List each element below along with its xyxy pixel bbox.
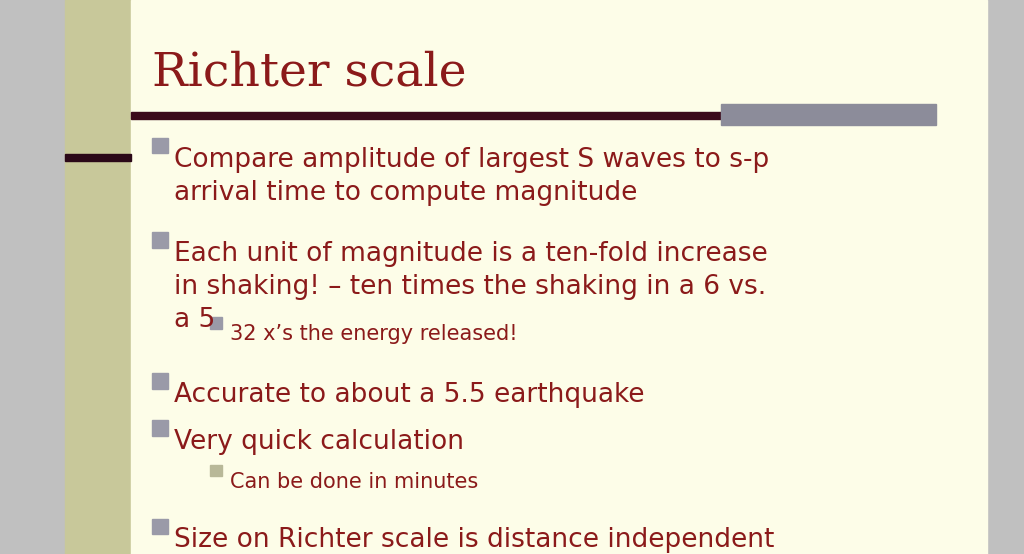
Text: 32 x’s the energy released!: 32 x’s the energy released! [230, 324, 518, 344]
Text: Compare amplitude of largest S waves to s-p
arrival time to compute magnitude: Compare amplitude of largest S waves to … [174, 147, 769, 206]
Text: Richter scale: Richter scale [152, 50, 466, 95]
Text: Accurate to about a 5.5 earthquake: Accurate to about a 5.5 earthquake [174, 382, 644, 408]
Text: Each unit of magnitude is a ten-fold increase
in shaking! – ten times the shakin: Each unit of magnitude is a ten-fold inc… [174, 241, 768, 333]
Text: Size on Richter scale is distance independent: Size on Richter scale is distance indepe… [174, 527, 774, 553]
Text: Can be done in minutes: Can be done in minutes [230, 472, 478, 492]
Text: Very quick calculation: Very quick calculation [174, 429, 464, 455]
